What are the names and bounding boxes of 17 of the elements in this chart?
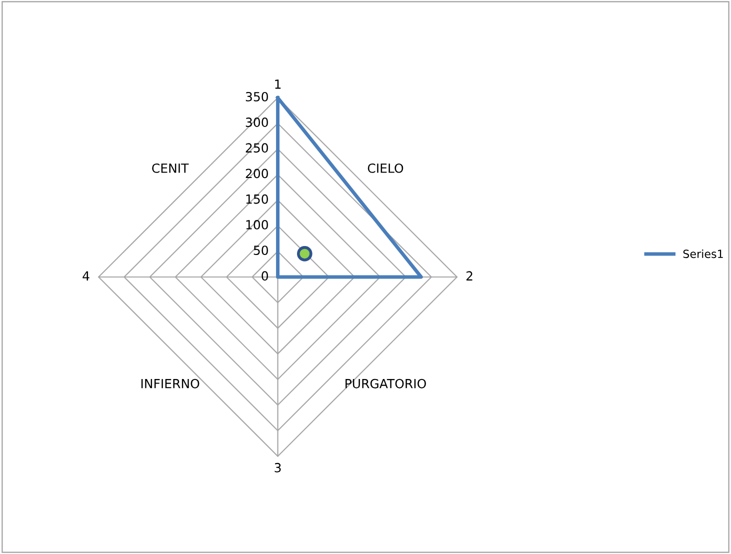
y-tick-label: 200: [246, 168, 268, 178]
text: CENIT: [152, 163, 189, 173]
y-tick-label: 150: [246, 194, 268, 204]
spoke-label: 3: [274, 462, 281, 472]
spoke-label: 2: [466, 271, 472, 280]
y-tick-label: 100: [246, 220, 268, 230]
text: PURGATORIO: [346, 378, 426, 388]
y-tick-label: 300: [246, 118, 268, 128]
y-tick-label: 0: [262, 271, 268, 281]
text: INFIERNO: [141, 378, 200, 388]
y-tick-label: 250: [246, 143, 268, 153]
y-tick-label: 50: [254, 246, 268, 256]
spoke-label: 4: [82, 271, 90, 280]
spoke-label: 1: [275, 80, 281, 89]
text: CIELO: [368, 163, 404, 173]
y-tick-label: 350: [246, 92, 268, 102]
legend-label: Series1: [683, 249, 723, 258]
